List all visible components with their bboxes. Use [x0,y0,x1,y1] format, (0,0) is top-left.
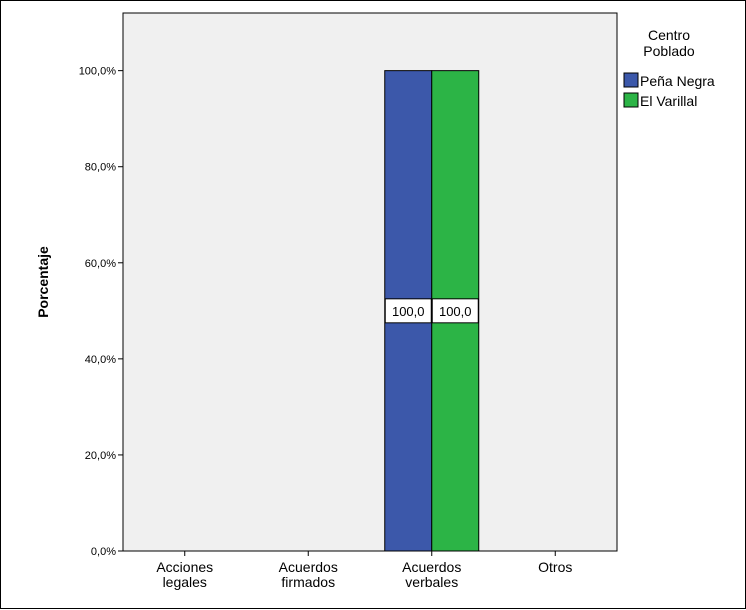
legend-title: Centro Poblado [643,27,695,59]
legend: Centro Poblado Peña Negra El Varillal [623,27,715,109]
legend-label: El Varillal [640,93,697,109]
data-label-box [431,298,479,324]
y-tick-label: 40,0% [85,354,116,366]
legend-swatch [623,72,639,88]
y-tick-label: 60,0% [85,258,116,270]
y-axis-title: Porcentaje [35,246,51,318]
legend-swatch [623,92,639,108]
data-label: 100,0 [392,304,425,319]
x-tick-label: Acuerdos firmados [279,559,338,590]
x-tick-label: Acciones legales [156,559,213,590]
x-tick-label: Acuerdos verbales [402,559,461,590]
y-tick-label: 80,0% [85,162,116,174]
plot-area [122,12,618,552]
data-labels: 100,0 100,0 [384,298,479,324]
data-label: 100,0 [439,304,472,319]
y-tick-label: 100,0% [79,66,117,78]
y-tick-label: 0,0% [91,546,116,558]
x-axis: Acciones legales Acuerdos firmados Acuerdos v… [156,551,572,590]
y-axis: 0,0% 20,0% 40,0% 60,0% 80,0% 100,0% [79,66,123,558]
y-tick-label: 20,0% [85,450,116,462]
legend-label: Peña Negra [640,73,715,89]
x-tick-label: Otros [538,559,572,575]
data-label-box [384,298,432,324]
